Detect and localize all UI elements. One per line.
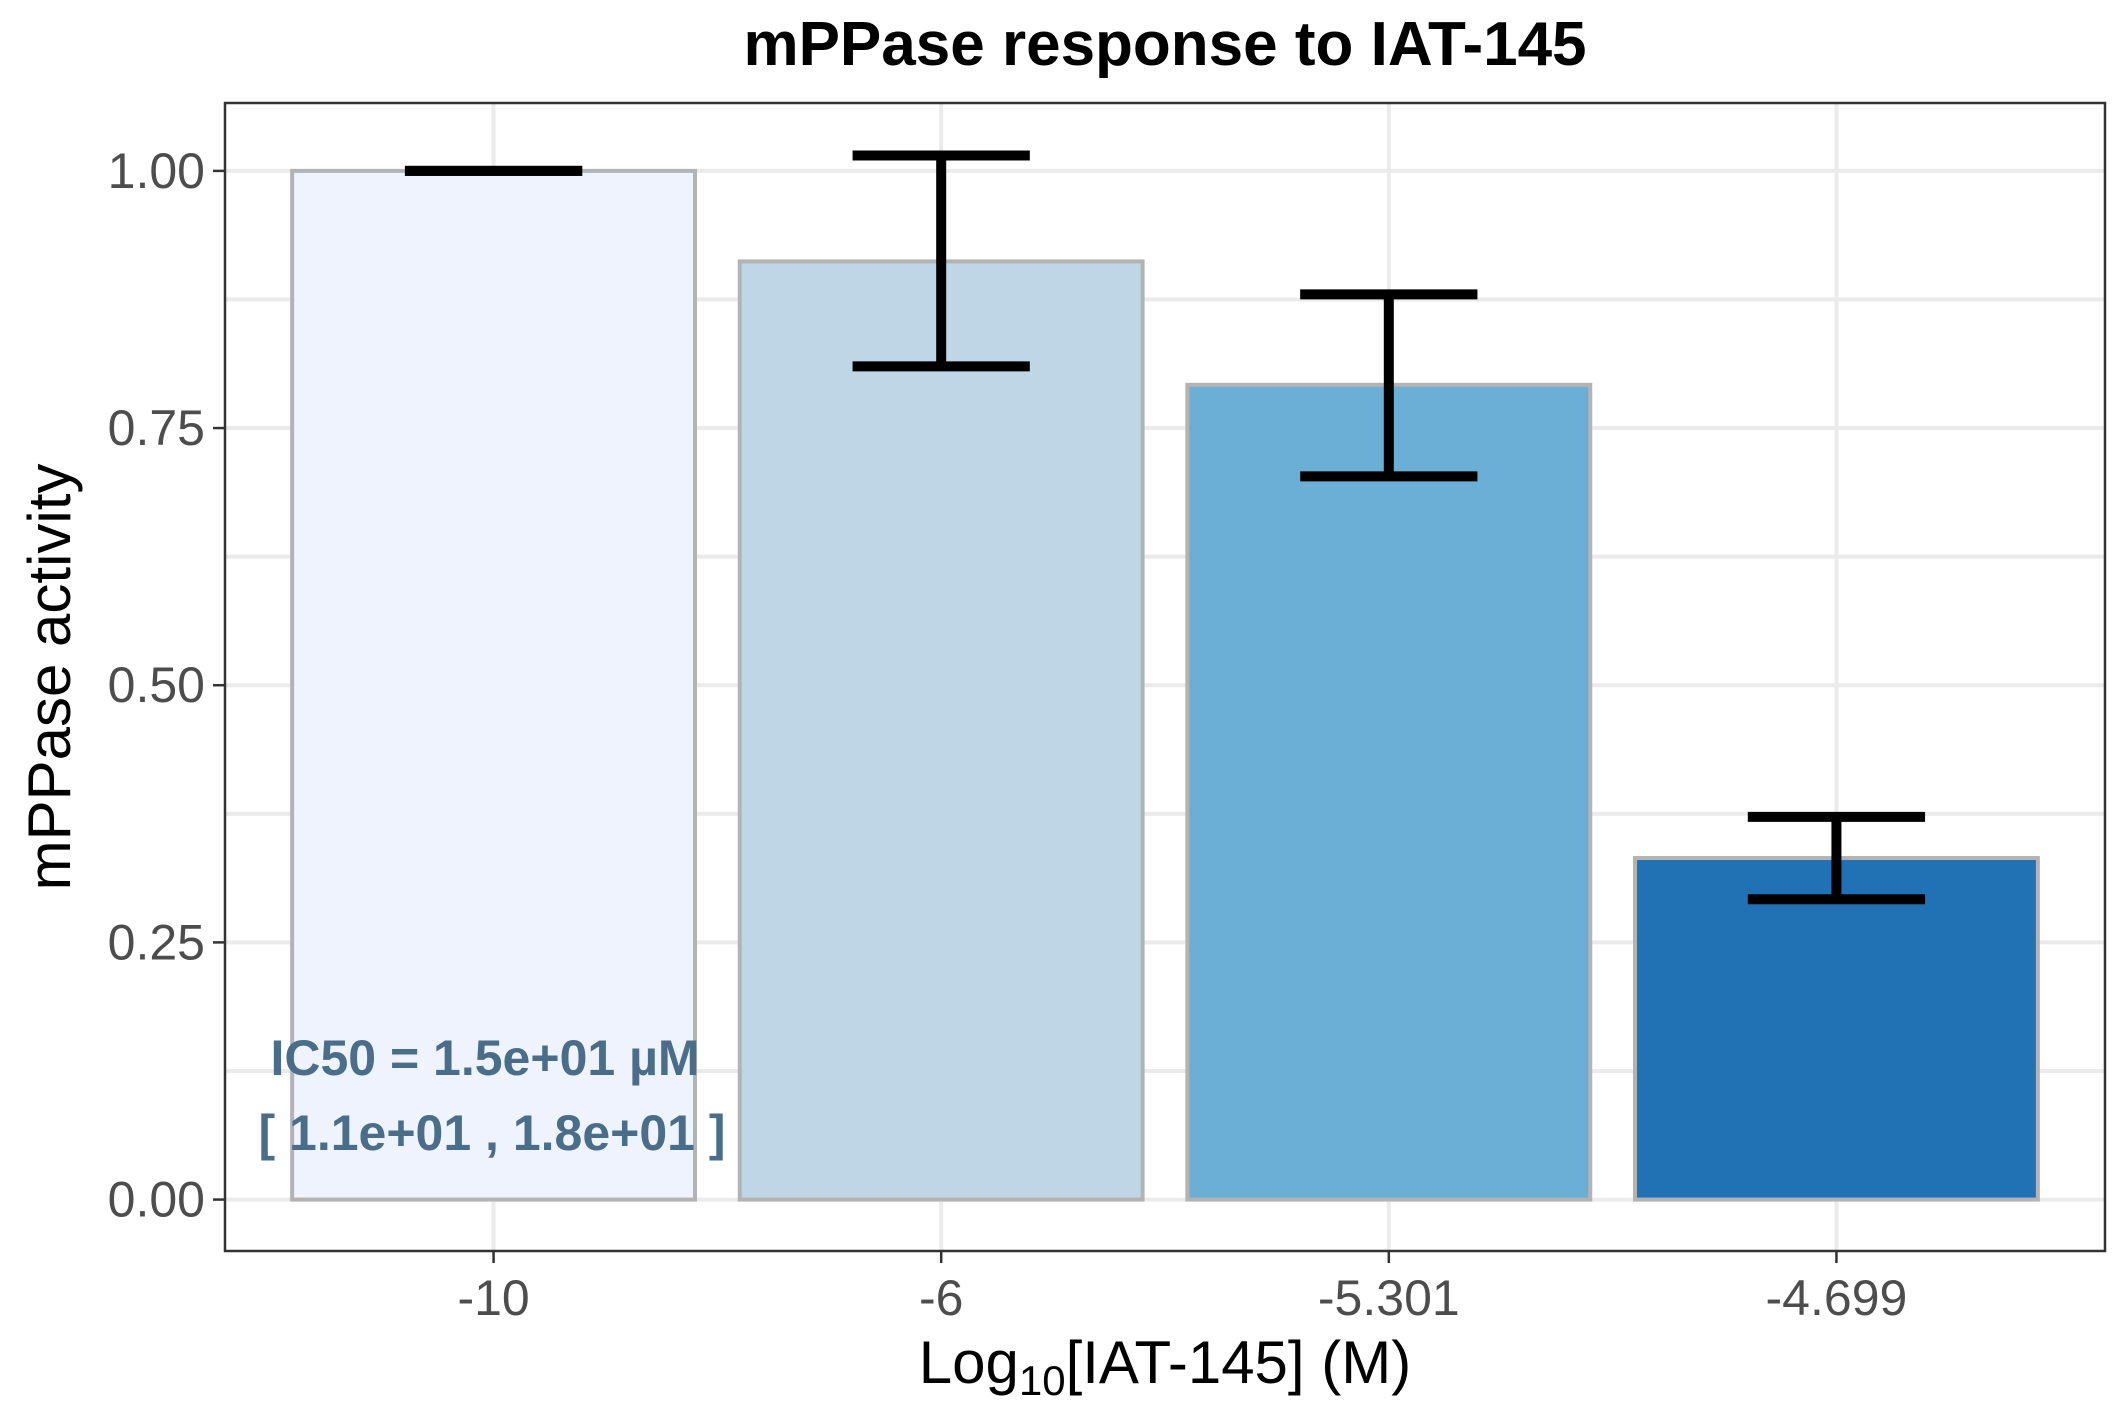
plot-panel xyxy=(223,101,2107,1253)
x-tick-label: -6 xyxy=(919,1270,963,1326)
error-bar--6 xyxy=(852,150,1030,372)
error-bar--4.699 xyxy=(1747,811,1926,905)
bar--6 xyxy=(737,259,1145,1202)
x-axis-title-rest: [IAT-145] (M) xyxy=(1066,1329,1412,1396)
x-tick-label: -10 xyxy=(457,1270,529,1326)
x-axis-title-subscript: 10 xyxy=(1019,1357,1066,1404)
y-tick-label: 0.25 xyxy=(108,914,205,970)
error-bars xyxy=(404,150,1926,905)
x-axis: -10 -6 -5.301 -4.699 xyxy=(457,1251,1907,1326)
x-axis-title: Log10[IAT-145] (M) xyxy=(919,1329,1411,1404)
bar--10 xyxy=(290,168,697,1202)
x-tick-label: -5.301 xyxy=(1318,1270,1460,1326)
y-tick-label: 0.00 xyxy=(108,1172,205,1228)
y-axis-title: mPPase activity xyxy=(16,464,83,891)
x-axis-title-main: Log xyxy=(919,1329,1019,1396)
x-tick-label: -4.699 xyxy=(1766,1270,1908,1326)
y-tick-label: 0.75 xyxy=(108,400,205,456)
ic50-interval-annotation: [ 1.1e+01 , 1.8e+01 ] xyxy=(258,1105,725,1161)
y-tick-label: 0.50 xyxy=(108,657,205,713)
chart-title: mPPase response to IAT-145 xyxy=(743,10,1586,79)
bars xyxy=(290,168,2040,1202)
y-tick-label: 1.00 xyxy=(108,143,205,199)
ic50-annotation: IC50 = 1.5e+01 µM xyxy=(270,1030,699,1086)
error-bar--5.301 xyxy=(1300,289,1478,482)
y-axis: 0.00 0.25 0.50 0.75 1.00 xyxy=(108,143,225,1228)
bar--5.301 xyxy=(1185,382,1593,1202)
bar--4.699 xyxy=(1633,856,2040,1202)
